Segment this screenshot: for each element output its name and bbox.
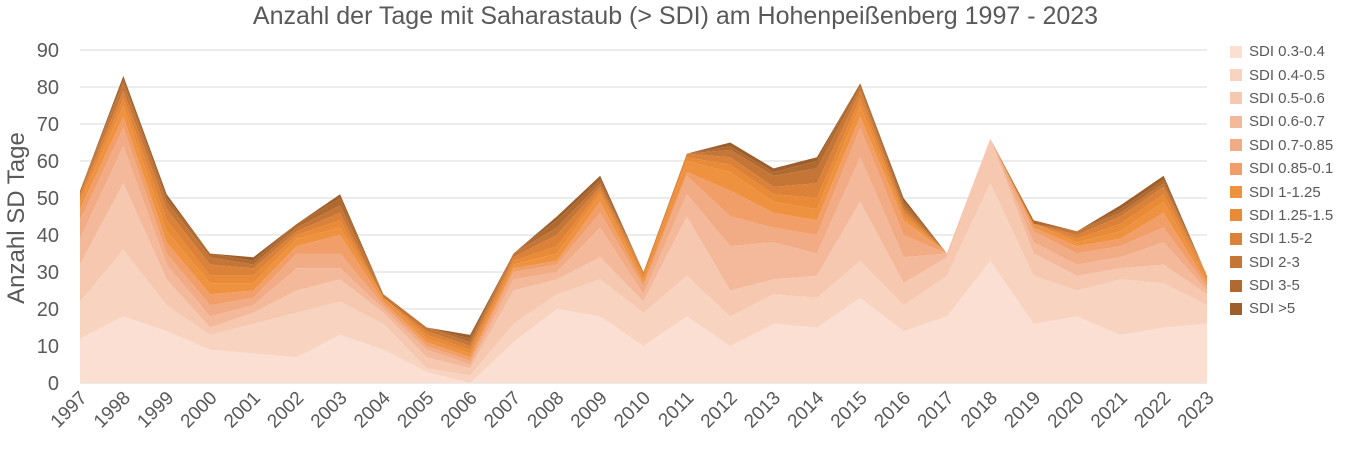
y-tick-label: 10 (37, 336, 59, 358)
legend: SDI 0.3-0.4 SDI 0.4-0.5 SDI 0.5-0.6 SDI 0.6… (1230, 40, 1350, 321)
legend-label: SDI 1.5-2 (1249, 230, 1313, 248)
legend-label: SDI 0.4-0.5 (1249, 66, 1325, 84)
legend-item: SDI 0.3-0.4 (1230, 40, 1350, 63)
legend-label: SDI 0.7-0.85 (1249, 136, 1334, 154)
legend-item: SDI 0.6-0.7 (1230, 110, 1350, 133)
x-tick-label: 2021 (1087, 388, 1132, 433)
legend-item: SDI 0.7-0.85 (1230, 134, 1350, 157)
x-tick-label: 2012 (697, 388, 742, 433)
legend-item: SDI 0.85-0.1 (1230, 157, 1350, 180)
legend-item: SDI 0.4-0.5 (1230, 63, 1350, 86)
x-tick-label: 2018 (957, 388, 1002, 433)
legend-label: SDI 1-1.25 (1249, 183, 1321, 201)
x-tick-label: 2023 (1174, 388, 1219, 433)
x-tick-label: 2008 (524, 388, 569, 433)
x-tick-label: 2011 (655, 388, 699, 432)
x-tick-label: 2005 (394, 388, 439, 433)
x-tick-label: 2006 (437, 388, 482, 433)
legend-label: SDI 0.5-0.6 (1249, 89, 1325, 107)
chart-title: Anzahl der Tage mit Saharastaub (> SDI) … (252, 2, 1099, 30)
y-tick-label: 30 (37, 262, 59, 284)
area-series-2 (80, 183, 1207, 383)
y-tick-label: 0 (48, 373, 59, 395)
legend-swatch (1230, 256, 1242, 269)
legend-swatch (1230, 69, 1242, 82)
legend-swatch (1230, 162, 1242, 175)
legend-item: SDI 1.5-2 (1230, 227, 1350, 250)
legend-item: SDI >5 (1230, 297, 1350, 320)
x-tick-label: 2000 (177, 388, 222, 433)
y-axis-label: Anzahl SD Tage (3, 132, 30, 304)
y-tick-label: 40 (37, 225, 59, 247)
x-tick-label: 2001 (220, 388, 265, 433)
legend-item: SDI 3-5 (1230, 274, 1350, 297)
legend-swatch (1230, 45, 1242, 58)
legend-label: SDI 2-3 (1249, 253, 1300, 271)
y-tick-label: 70 (37, 114, 59, 136)
y-tick-label: 80 (37, 77, 59, 99)
x-tick-label: 1999 (133, 388, 178, 433)
legend-label: SDI 0.85-0.1 (1249, 160, 1334, 178)
x-tick-label: 2004 (350, 387, 395, 432)
x-tick-label: 2020 (1044, 388, 1089, 433)
legend-swatch (1230, 186, 1242, 199)
x-tick-label: 2013 (740, 388, 785, 433)
y-tick-label: 20 (37, 299, 59, 321)
x-tick-label: 2019 (1000, 388, 1045, 433)
x-tick-label: 1998 (90, 388, 135, 433)
legend-label: SDI 1.25-1.5 (1249, 206, 1334, 224)
x-tick-label: 2015 (827, 388, 872, 433)
x-tick-label: 2022 (1130, 388, 1175, 433)
legend-swatch (1230, 115, 1242, 128)
area-series-1 (80, 260, 1207, 383)
x-tick-label: 2002 (263, 388, 308, 433)
x-axis-ticks: 1997199819992000200120022003200420052006… (47, 387, 1219, 432)
x-tick-label: 2003 (307, 388, 352, 433)
legend-swatch (1230, 279, 1242, 292)
area-series-group (80, 75, 1207, 383)
y-tick-label: 60 (37, 151, 59, 173)
x-tick-label: 2016 (870, 388, 915, 433)
legend-swatch (1230, 232, 1242, 245)
legend-swatch (1230, 92, 1242, 105)
legend-label: SDI 0.6-0.7 (1249, 113, 1325, 131)
legend-label: SDI 3-5 (1249, 277, 1300, 295)
legend-swatch (1230, 209, 1242, 222)
y-tick-label: 50 (37, 188, 59, 210)
x-tick-label: 2014 (784, 387, 829, 432)
x-tick-label: 2017 (914, 388, 959, 433)
x-tick-label: 2009 (567, 388, 612, 433)
legend-label: SDI >5 (1249, 300, 1296, 318)
legend-item: SDI 1-1.25 (1230, 180, 1350, 203)
y-axis-ticks: 0 10 20 30 40 50 60 70 80 90 (37, 40, 59, 395)
legend-item: SDI 1.25-1.5 (1230, 204, 1350, 227)
legend-item: SDI 2-3 (1230, 251, 1350, 274)
legend-label: SDI 0.3-0.4 (1249, 43, 1325, 61)
x-tick-label: 2010 (610, 388, 655, 433)
y-tick-label: 90 (37, 40, 59, 62)
legend-swatch (1230, 302, 1242, 315)
x-tick-label: 2007 (480, 388, 525, 433)
legend-swatch (1230, 139, 1242, 152)
legend-item: SDI 0.5-0.6 (1230, 87, 1350, 110)
